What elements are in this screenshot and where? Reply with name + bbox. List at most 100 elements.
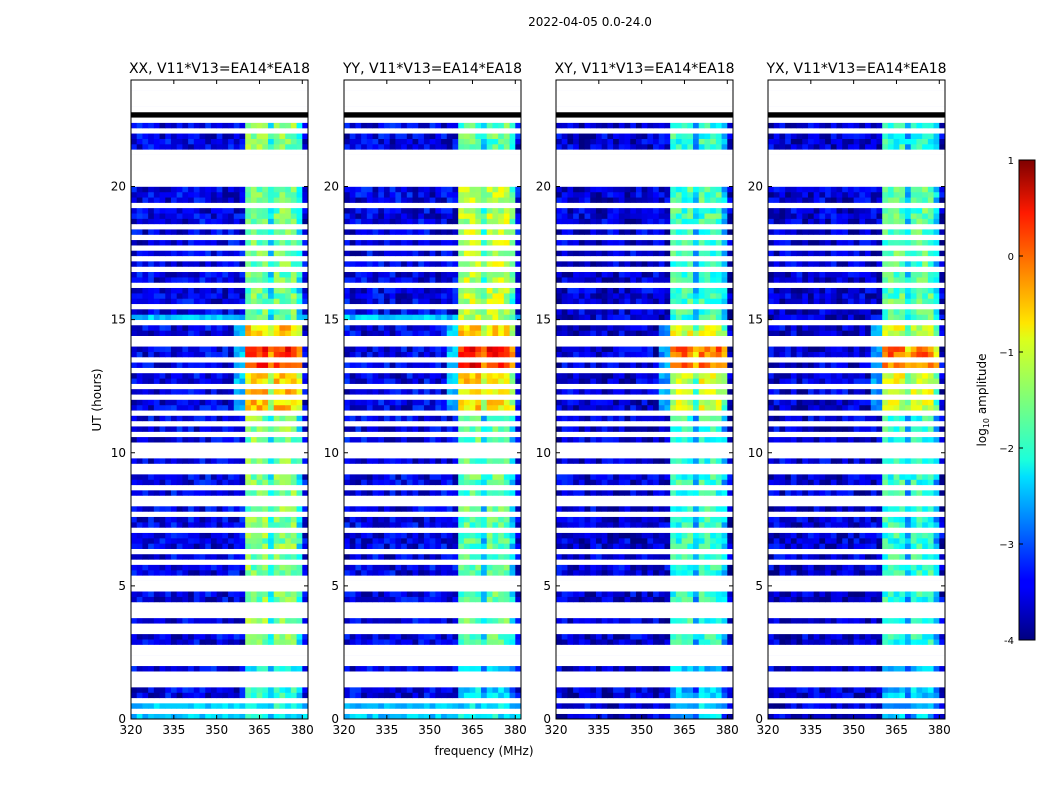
heatmap-cell — [647, 378, 653, 384]
heatmap-cell — [344, 309, 350, 315]
heatmap-cell — [567, 538, 573, 544]
heatmap-cell — [407, 362, 413, 368]
heatmap-cell — [182, 288, 188, 294]
heatmap-cell — [200, 570, 206, 576]
heatmap-cell — [441, 293, 447, 299]
heatmap-cell — [573, 400, 579, 406]
heatmap-cell — [510, 405, 516, 411]
heatmap-cell — [636, 415, 642, 421]
heatmap-cell — [148, 325, 154, 331]
heatmap-flag-row — [131, 602, 308, 608]
heatmap-cell — [228, 208, 234, 214]
heatmap-cell — [222, 692, 228, 698]
heatmap-cell — [452, 474, 458, 480]
heatmap-cell — [435, 415, 441, 421]
heatmap-cell — [435, 618, 441, 624]
heatmap-cell — [188, 192, 194, 198]
heatmap-cell — [716, 538, 722, 544]
heatmap-cell — [573, 330, 579, 336]
heatmap-cell — [148, 692, 154, 698]
heatmap-cell — [664, 591, 670, 597]
heatmap-cell — [378, 298, 384, 304]
heatmap-cell — [211, 597, 217, 603]
heatmap-cell — [367, 517, 373, 523]
heatmap-cell — [274, 522, 280, 528]
heatmap-cell — [373, 330, 379, 336]
heatmap-cell — [262, 139, 268, 145]
heatmap-cell — [378, 687, 384, 693]
heatmap-cell — [194, 187, 200, 193]
heatmap-cell — [693, 490, 699, 496]
heatmap-cell — [625, 543, 631, 549]
heatmap-cell — [274, 123, 280, 129]
heatmap-cell — [274, 373, 280, 379]
heatmap-cell — [441, 288, 447, 294]
heatmap-cell — [384, 352, 390, 358]
heatmap-cell — [257, 298, 263, 304]
heatmap-cell — [177, 346, 183, 352]
heatmap-cell — [262, 250, 268, 256]
heatmap-cell — [302, 213, 308, 219]
heatmap-cell — [567, 437, 573, 443]
heatmap-cell — [355, 692, 361, 698]
heatmap-cell — [148, 639, 154, 645]
heatmap-cell — [625, 490, 631, 496]
heatmap-cell — [344, 362, 350, 368]
heatmap-cell — [194, 533, 200, 539]
heatmap-cell — [239, 240, 245, 246]
heatmap-cell — [722, 639, 728, 645]
heatmap-cell — [693, 373, 699, 379]
heatmap-cell — [200, 597, 206, 603]
heatmap-cell — [458, 250, 464, 256]
heatmap-cell — [274, 352, 280, 358]
heatmap-cell — [481, 458, 487, 464]
heatmap-cell — [188, 298, 194, 304]
heatmap-cell — [384, 618, 390, 624]
heatmap-cell — [722, 405, 728, 411]
heatmap-cell — [262, 506, 268, 512]
heatmap-cell — [251, 426, 257, 432]
heatmap-cell — [154, 139, 160, 145]
heatmap-cell — [378, 405, 384, 411]
heatmap-cell — [435, 208, 441, 214]
heatmap-cell — [470, 346, 476, 352]
heatmap-cell — [228, 277, 234, 283]
heatmap-cell — [257, 389, 263, 395]
heatmap-cell — [171, 543, 177, 549]
heatmap-cell — [452, 634, 458, 640]
heatmap-cell — [137, 474, 143, 480]
heatmap-cell — [182, 490, 188, 496]
heatmap-flag-row — [131, 394, 308, 400]
heatmap-cell — [458, 309, 464, 315]
heatmap-cell — [407, 378, 413, 384]
heatmap-cell — [515, 197, 521, 203]
heatmap-cell — [200, 240, 206, 246]
heatmap-cell — [285, 634, 291, 640]
heatmap-cell — [659, 479, 665, 485]
heatmap-cell — [297, 139, 303, 145]
heatmap-cell — [653, 618, 659, 624]
heatmap-cell — [171, 437, 177, 443]
heatmap-cell — [285, 362, 291, 368]
heatmap-cell — [435, 229, 441, 235]
heatmap-cell — [268, 415, 274, 421]
heatmap-cell — [137, 187, 143, 193]
heatmap-cell — [361, 133, 367, 139]
heatmap-cell — [424, 389, 430, 395]
heatmap-cell — [268, 639, 274, 645]
heatmap-cell — [390, 703, 396, 709]
heatmap-cell — [562, 389, 568, 395]
heatmap-cell — [676, 634, 682, 640]
heatmap-cell — [131, 634, 137, 640]
heatmap-cell — [297, 565, 303, 571]
heatmap-cell — [285, 538, 291, 544]
heatmap-cell — [653, 538, 659, 544]
heatmap-cell — [137, 490, 143, 496]
heatmap-cell — [727, 437, 733, 443]
heatmap-cell — [573, 405, 579, 411]
heatmap-cell — [194, 666, 200, 672]
heatmap-cell — [302, 325, 308, 331]
heatmap-cell — [257, 378, 263, 384]
heatmap-cell — [716, 703, 722, 709]
heatmap-cell — [710, 426, 716, 432]
